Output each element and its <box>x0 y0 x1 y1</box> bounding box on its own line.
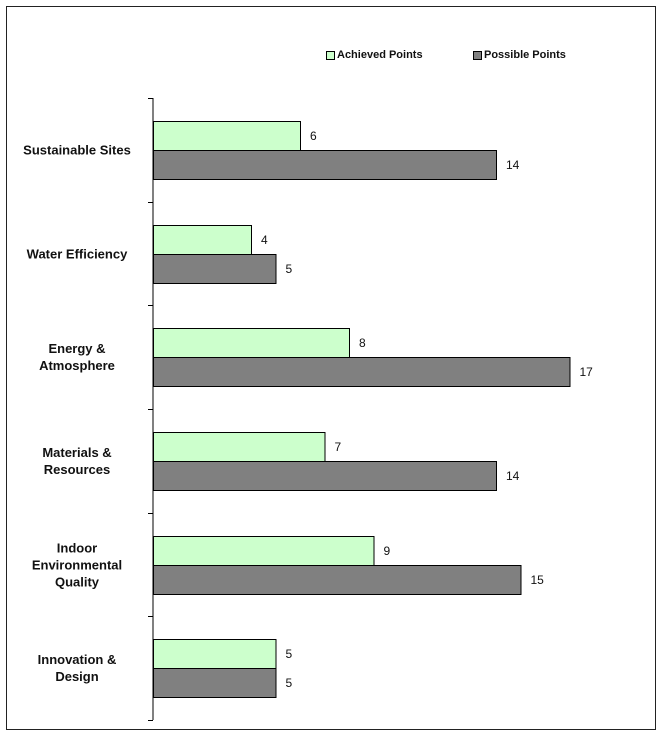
legend-label-achieved: Achieved Points <box>337 49 423 61</box>
category-label-line: Energy & <box>48 341 106 357</box>
bar-achieved <box>153 121 301 151</box>
bar-possible <box>153 565 522 595</box>
legend-label-possible: Possible Points <box>484 49 566 61</box>
data-label-possible: 5 <box>286 262 293 276</box>
bar-possible <box>153 357 571 387</box>
category-label-line: Materials & <box>42 444 112 460</box>
data-label-achieved: 7 <box>335 440 342 454</box>
bar-achieved <box>153 432 326 462</box>
category-label-line: Design <box>55 669 99 685</box>
bar-possible <box>153 668 277 698</box>
category-label-line: Atmosphere <box>39 358 115 374</box>
category-label: Materials & Resources <box>10 444 144 478</box>
bar-possible <box>153 461 497 491</box>
data-label-possible: 5 <box>286 676 293 690</box>
data-label-possible: 15 <box>531 573 545 587</box>
legend-swatch-possible <box>473 50 482 60</box>
data-label-achieved: 8 <box>359 336 366 350</box>
data-label-achieved: 5 <box>286 647 293 661</box>
bar-achieved <box>153 639 277 669</box>
legend-item-possible: Possible Points <box>473 49 566 61</box>
data-label-achieved: 4 <box>261 233 268 247</box>
bar-achieved <box>153 225 252 255</box>
category-label: Innovation & Design <box>10 651 144 685</box>
data-label-achieved: 9 <box>384 544 391 558</box>
category-label-line: Environmental <box>31 557 123 572</box>
bar-achieved <box>153 328 350 358</box>
bar-possible <box>153 254 277 284</box>
legend-swatch-achieved <box>326 50 335 60</box>
category-label-line: Sustainable Sites <box>23 142 131 158</box>
category-label: Sustainable Sites <box>10 141 144 158</box>
bar-possible <box>153 150 497 180</box>
category-label-line: Innovation & <box>37 652 117 668</box>
category-label-line: Resources <box>43 461 111 477</box>
category-label: Energy & Atmosphere <box>10 340 144 374</box>
data-label-achieved: 6 <box>310 129 317 143</box>
category-label-line: Water Efficiency <box>26 246 128 261</box>
bar-achieved <box>153 536 375 566</box>
category-label-line: Indoor <box>56 540 98 555</box>
category-label: Indoor Environmental Quality <box>10 539 144 590</box>
legend-item-achieved: Achieved Points <box>326 49 423 61</box>
data-label-possible: 14 <box>506 158 520 172</box>
data-label-possible: 17 <box>580 365 594 379</box>
category-label-line: Quality <box>54 574 100 589</box>
data-label-possible: 14 <box>506 469 520 483</box>
category-label: Water Efficiency <box>10 245 144 262</box>
